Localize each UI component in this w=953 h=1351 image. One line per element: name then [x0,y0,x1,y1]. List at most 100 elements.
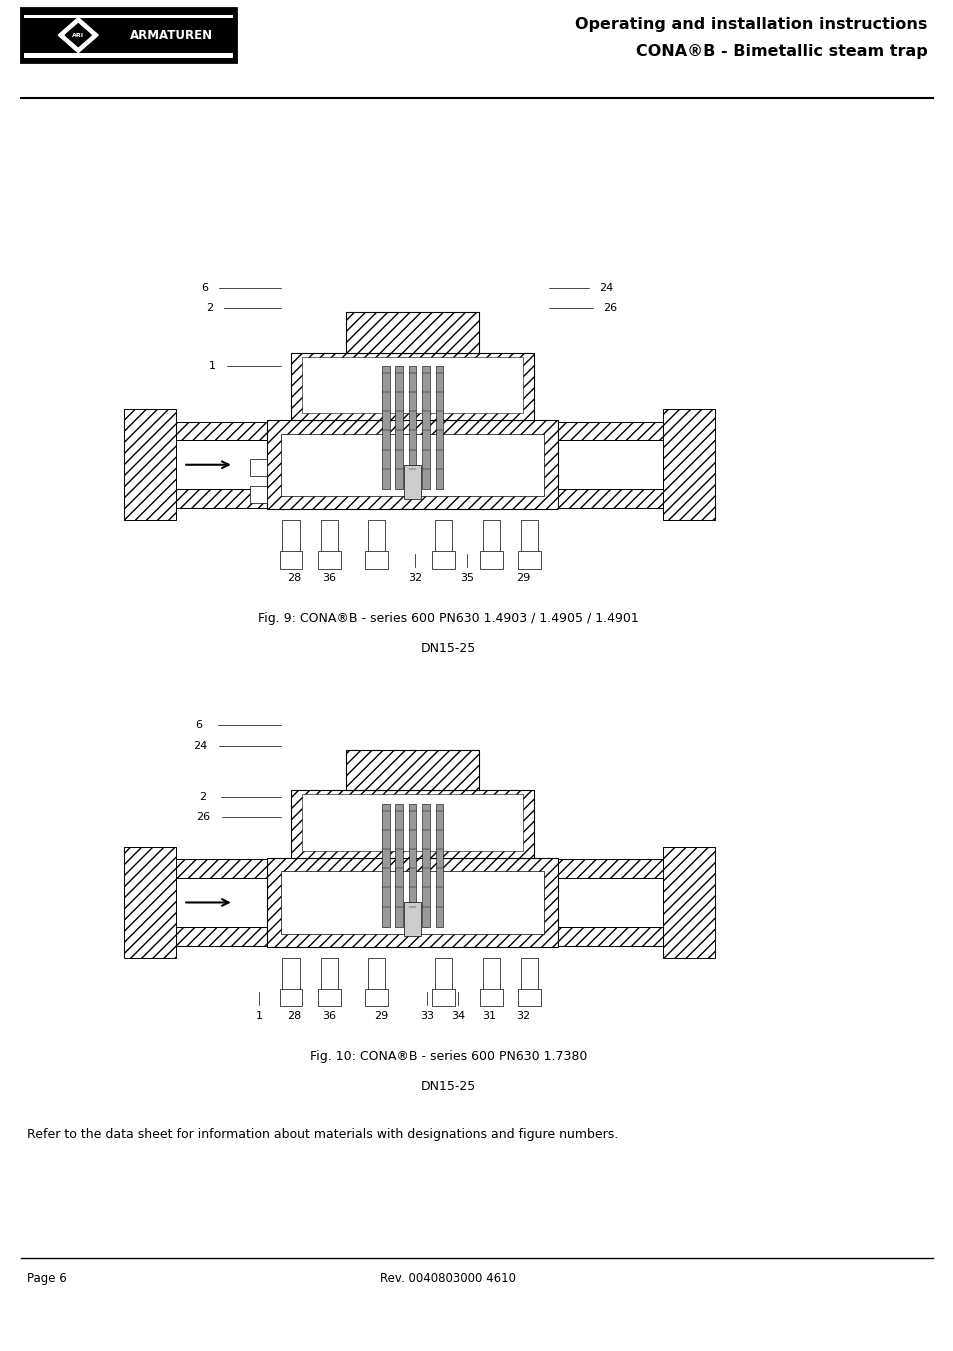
Bar [345,750,478,790]
Bar [124,847,176,958]
Text: 24: 24 [598,282,612,293]
Bar [267,420,558,509]
Text: 29: 29 [516,573,529,584]
Bar [282,520,299,553]
Bar [317,551,340,569]
Bar [435,958,452,990]
Bar [408,804,416,927]
Bar [432,551,455,569]
Bar [368,958,385,990]
Bar [421,366,429,489]
Bar [320,958,337,990]
Text: 33: 33 [420,1011,434,1021]
Bar [662,409,715,520]
Bar [291,790,534,858]
Bar [124,409,176,520]
Text: 28: 28 [287,573,300,584]
Bar [317,989,340,1006]
Bar [435,804,442,927]
Bar [279,551,302,569]
Bar [520,958,537,990]
Text: 24: 24 [193,740,207,751]
Bar [395,804,402,927]
Bar [404,465,421,499]
Bar [517,989,540,1006]
Bar [432,989,455,1006]
Bar [302,357,522,413]
Bar [482,520,499,553]
Bar [381,366,389,489]
Bar [558,422,662,440]
Text: Page 6: Page 6 [27,1271,67,1285]
Bar [435,520,452,553]
Bar [421,804,429,927]
Text: ARI: ARI [72,32,84,38]
Text: ARMATUREN: ARMATUREN [130,28,213,42]
Polygon shape [65,24,91,46]
Text: 28: 28 [287,1011,300,1021]
Text: 26: 26 [196,812,210,823]
Text: 26: 26 [603,303,617,313]
Bar [176,489,281,508]
Text: Rev. 0040803000 4610: Rev. 0040803000 4610 [380,1271,516,1285]
Bar [279,989,302,1006]
Bar [479,551,502,569]
Bar [558,927,662,946]
Bar [365,989,388,1006]
Text: Operating and installation instructions: Operating and installation instructions [575,16,926,32]
Text: DN15-25: DN15-25 [420,642,476,655]
Text: 29: 29 [375,1011,388,1021]
Text: 6: 6 [201,282,209,293]
Text: 36: 36 [322,573,335,584]
Bar [176,927,281,946]
Bar [176,422,281,440]
Bar [21,8,235,62]
Text: DN15-25: DN15-25 [420,1079,476,1093]
Bar [320,520,337,553]
Bar [365,551,388,569]
Text: 2: 2 [206,303,213,313]
Bar [404,902,421,936]
Bar [24,31,233,42]
Bar [302,794,522,851]
Bar [176,859,281,878]
Bar [408,366,416,489]
Bar [520,520,537,553]
Polygon shape [58,18,98,53]
Bar [345,312,478,353]
Bar [479,989,502,1006]
Bar [250,459,267,476]
Text: 32: 32 [408,573,421,584]
Bar [435,366,442,489]
Bar [24,18,233,53]
Bar [282,958,299,990]
Bar [662,847,715,958]
Bar [368,520,385,553]
Bar [517,551,540,569]
Text: 35: 35 [460,573,474,584]
Bar [24,15,233,26]
Text: 6: 6 [194,720,202,731]
Bar [395,366,402,489]
Bar [281,871,543,934]
Text: Refer to the data sheet for information about materials with designations and fi: Refer to the data sheet for information … [27,1128,618,1142]
Text: 2: 2 [198,792,206,802]
Bar [267,858,558,947]
Text: 1: 1 [209,361,216,372]
Bar [250,486,267,503]
Text: CONA®B - Bimetallic steam trap: CONA®B - Bimetallic steam trap [635,43,926,59]
Text: 32: 32 [516,1011,529,1021]
Bar [291,353,534,420]
Bar [558,489,662,508]
Text: 31: 31 [482,1011,496,1021]
Text: Fig. 9: CONA®B - series 600 PN630 1.4903 / 1.4905 / 1.4901: Fig. 9: CONA®B - series 600 PN630 1.4903… [257,612,639,626]
Bar [381,804,389,927]
Text: 34: 34 [451,1011,464,1021]
Text: Fig. 10: CONA®B - series 600 PN630 1.7380: Fig. 10: CONA®B - series 600 PN630 1.738… [310,1050,586,1063]
Bar [482,958,499,990]
Bar [281,434,543,496]
Bar [24,47,233,58]
Text: 1: 1 [255,1011,263,1021]
Bar [558,859,662,878]
Text: 36: 36 [322,1011,335,1021]
